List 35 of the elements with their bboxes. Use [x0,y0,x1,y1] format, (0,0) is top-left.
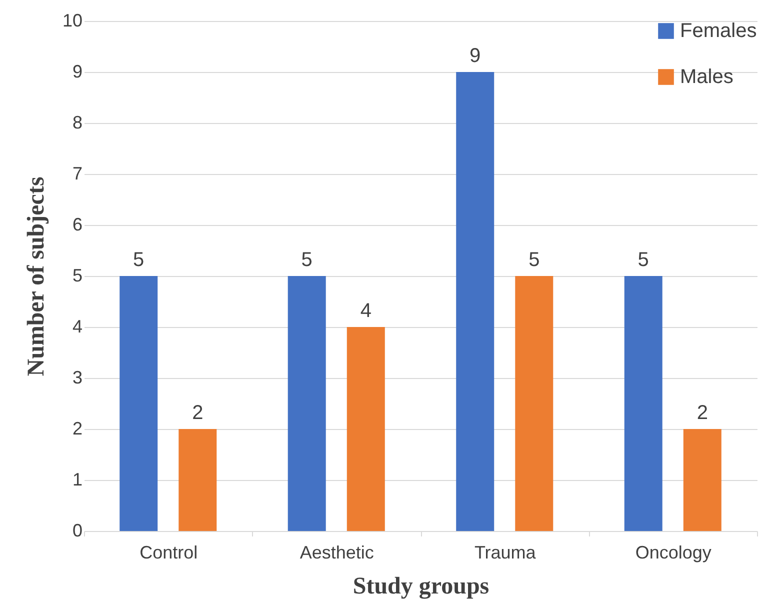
y-tick-label: 10 [62,10,82,30]
y-tick-label: 7 [72,164,82,184]
bar [683,429,722,531]
legend-label: Females [680,20,757,42]
x-tick-label: Oncology [635,542,712,562]
x-tick-label: Aesthetic [300,542,374,562]
data-label: 4 [360,300,372,322]
y-tick-label: 8 [72,112,82,132]
bar [515,276,554,531]
x-tick-label: Trauma [474,542,537,562]
bar [178,429,217,531]
y-tick-label: 6 [72,214,82,234]
data-label: 5 [133,249,144,271]
data-label: 2 [192,402,204,424]
y-tick-label: 0 [72,520,82,540]
x-tick-label: Control [140,542,198,562]
bar [346,327,385,531]
data-label: 2 [696,402,708,424]
y-tick-label: 5 [72,266,82,286]
bar [288,276,326,531]
y-tick-label: 1 [72,470,82,490]
y-tick-label: 4 [72,316,82,336]
legend-label: Males [680,66,734,88]
x-axis-title: Study groups [352,574,490,600]
data-label: 5 [638,249,649,271]
data-label: 5 [528,249,540,271]
y-axis-title: Number of subjects [23,176,50,376]
y-tick-label: 2 [72,418,82,438]
bar [456,72,494,531]
y-tick-label: 9 [72,62,82,82]
y-tick-label: 3 [72,368,82,388]
bar [120,276,158,531]
bar [624,276,662,531]
data-label: 5 [301,249,312,271]
data-label: 9 [470,45,481,67]
